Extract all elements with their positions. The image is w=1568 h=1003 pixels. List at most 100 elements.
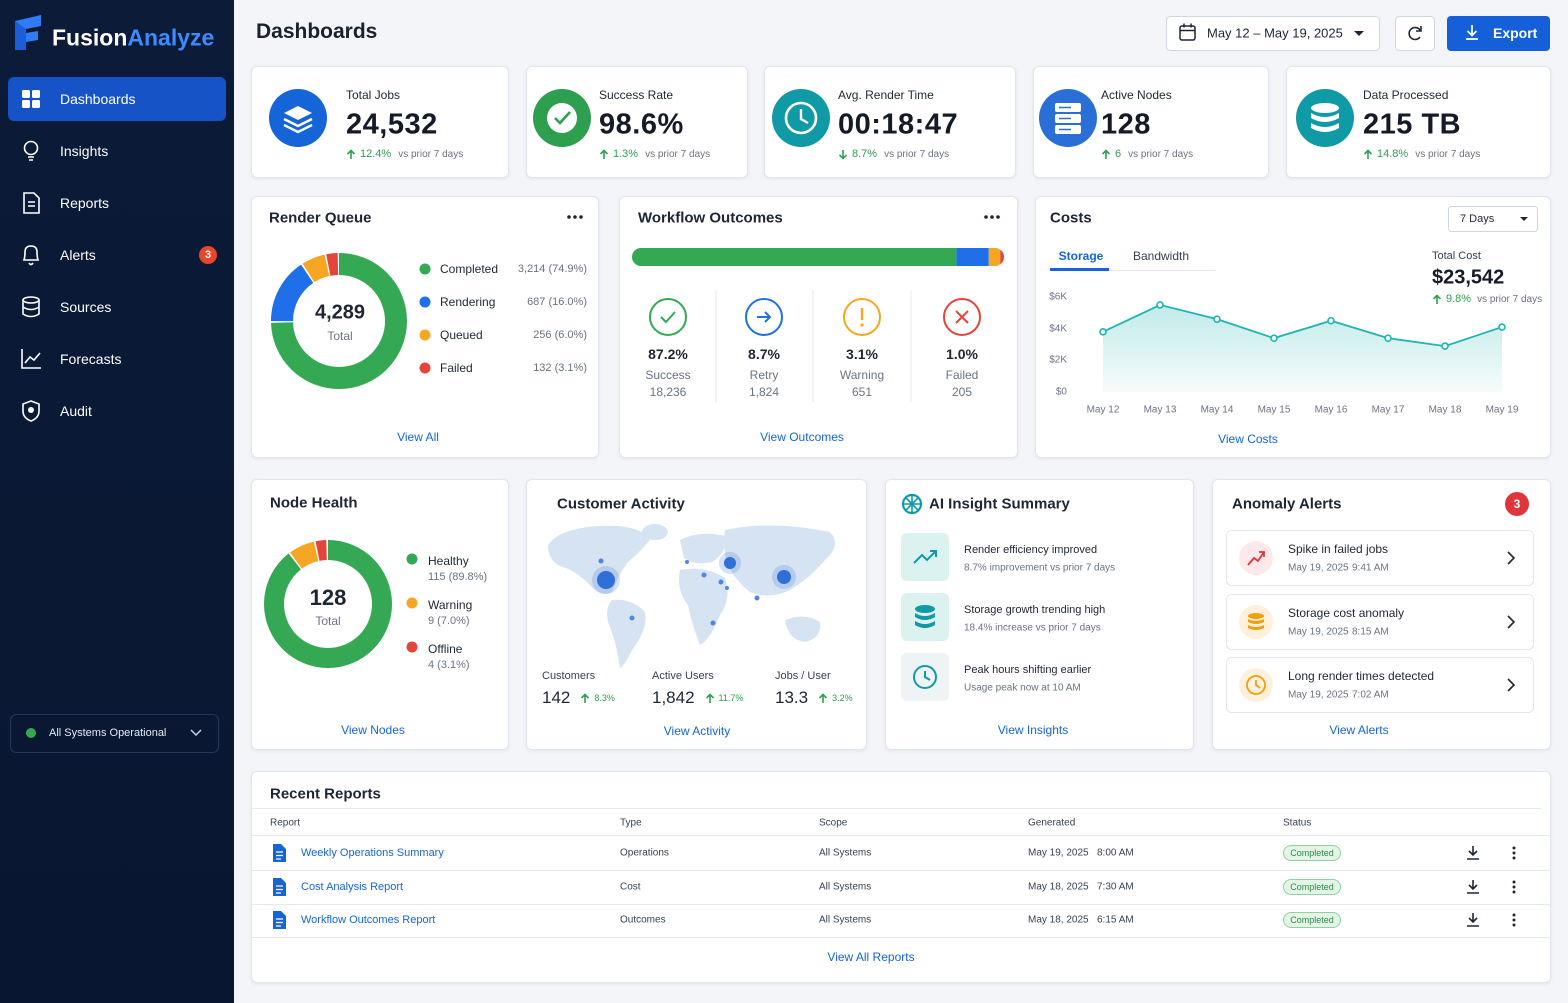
legend-value: 256 (6.0%)	[533, 329, 587, 341]
icon-part	[1363, 148, 1373, 159]
outcome-count: 1,824	[748, 385, 780, 399]
card-title: Recent Reports	[270, 785, 381, 803]
card-link[interactable]: View Activity	[663, 724, 731, 738]
text: 12.4%	[360, 148, 392, 160]
kpi-change: 1.3% vs prior 7 days	[599, 148, 710, 160]
card-title: Workflow Outcomes	[638, 209, 783, 227]
donut-total: 128	[309, 585, 347, 610]
icon-part	[1354, 31, 1364, 36]
stat-value-row: 13.3 3.2%	[775, 688, 853, 708]
text: vs prior 7 days	[1477, 293, 1543, 305]
icon-part	[1179, 25, 1196, 41]
period-label: 7 Days	[1460, 213, 1495, 225]
icon-part	[1101, 148, 1111, 159]
kpi-label: Total Jobs	[346, 88, 401, 102]
kpi-value: 98.6%	[599, 108, 684, 141]
card-link[interactable]: View Outcomes	[760, 430, 844, 444]
legend-value: 687 (16.0%)	[527, 296, 587, 308]
alert-date: May 19, 2025	[1288, 626, 1349, 638]
nav-item[interactable]: Audit	[60, 403, 92, 419]
x-tick-label: May 17	[1371, 404, 1405, 416]
tab[interactable]: Bandwidth	[1132, 249, 1190, 263]
card-link[interactable]: View All	[397, 430, 439, 444]
icon-part	[581, 692, 590, 703]
calendar-icon	[1179, 23, 1196, 41]
icon-part	[1432, 293, 1442, 304]
system-status: All Systems Operational	[49, 727, 167, 739]
export-label[interactable]: Export	[1493, 25, 1538, 41]
card-title: AI Insight Summary	[929, 495, 1070, 513]
icon-part	[705, 692, 714, 703]
x-tick-label: May 13	[1143, 404, 1177, 416]
total-cost-label: Total Cost	[1432, 250, 1481, 262]
report-time: 6:15 AM	[1097, 914, 1134, 926]
icon-part	[346, 148, 356, 159]
node-health-card	[251, 479, 509, 750]
kpi-label: Data Processed	[1363, 88, 1449, 102]
kpi-change: 8.7% vs prior 7 days	[838, 148, 949, 160]
card-link[interactable]: View Nodes	[341, 723, 405, 737]
trend-down-icon	[838, 149, 848, 160]
card-link[interactable]: View All Reports	[827, 950, 915, 964]
x-tick-label: May 12	[1086, 404, 1120, 416]
kpi-card	[1033, 66, 1269, 178]
text: 8.3%	[594, 693, 615, 703]
card-link[interactable]: View Insights	[997, 723, 1069, 737]
legend-label: Rendering	[440, 295, 496, 309]
icon-part	[1180, 23, 1195, 32]
legend-value: 132 (3.1%)	[533, 362, 587, 374]
column-header: Generated	[1028, 817, 1076, 829]
trend-up-icon	[1101, 148, 1111, 160]
date-range: May 12 – May 19, 2025	[1207, 25, 1343, 41]
report-scope: All Systems	[819, 881, 872, 893]
nav-item[interactable]: Forecasts	[60, 351, 122, 367]
nav-item[interactable]: Dashboards	[60, 91, 136, 107]
alert-title: Long render times detected	[1288, 669, 1435, 683]
trend-up-icon	[705, 692, 715, 704]
nav-item[interactable]: Sources	[60, 299, 112, 315]
icon-part	[705, 692, 714, 703]
alert-count: 3	[1513, 497, 1521, 511]
outcome-label: Success	[645, 368, 691, 382]
refresh-button[interactable]	[1395, 16, 1435, 51]
alert-time: 9:41 AM	[1352, 562, 1389, 574]
outcome-percent: 1.0%	[946, 346, 978, 362]
report-scope: All Systems	[819, 914, 872, 926]
legend-label: Warning	[428, 598, 473, 612]
icon-part	[1466, 25, 1478, 40]
report-name[interactable]: Workflow Outcomes Report	[301, 914, 436, 926]
legend-label: Failed	[440, 361, 473, 375]
text: 6	[1115, 148, 1122, 160]
report-date: May 18, 2025	[1028, 881, 1089, 893]
trend-up-icon	[346, 148, 356, 160]
outcome-label: Retry	[749, 368, 779, 382]
card-link[interactable]: View Alerts	[1329, 723, 1389, 737]
outcome-count: 205	[951, 385, 973, 399]
report-name[interactable]: Weekly Operations Summary	[301, 847, 444, 859]
trend-up-icon	[1363, 148, 1373, 160]
insight-detail: Usage peak now at 10 AM	[964, 682, 1081, 694]
legend-label: Healthy	[428, 554, 469, 568]
tab-active[interactable]: Storage	[1058, 249, 1104, 263]
nav-item[interactable]: Insights	[60, 143, 109, 159]
report-name[interactable]: Cost Analysis Report	[301, 881, 404, 893]
card-title: Anomaly Alerts	[1232, 495, 1342, 513]
nav-item[interactable]: Reports	[60, 195, 110, 211]
kpi-change: 14.8% vs prior 7 days	[1363, 148, 1480, 160]
outcome-percent: 3.1%	[846, 346, 878, 362]
card-link[interactable]: View Costs	[1218, 432, 1278, 446]
x-tick-label: May 18	[1428, 404, 1462, 416]
trend-up-icon	[818, 692, 828, 704]
icon-part	[838, 149, 848, 160]
donut-total: 4,289	[314, 301, 366, 324]
x-tick-label: May 16	[1314, 404, 1348, 416]
text: Analyze	[127, 24, 215, 51]
icon-part	[1432, 293, 1442, 304]
status-label: Completed	[1290, 848, 1334, 858]
status-label: Completed	[1290, 882, 1334, 892]
render-queue-card	[251, 196, 599, 458]
nav-item[interactable]: Alerts	[60, 247, 96, 263]
kpi-change: 6 vs prior 7 days	[1101, 148, 1193, 160]
kpi-value: 215 TB	[1363, 108, 1462, 141]
